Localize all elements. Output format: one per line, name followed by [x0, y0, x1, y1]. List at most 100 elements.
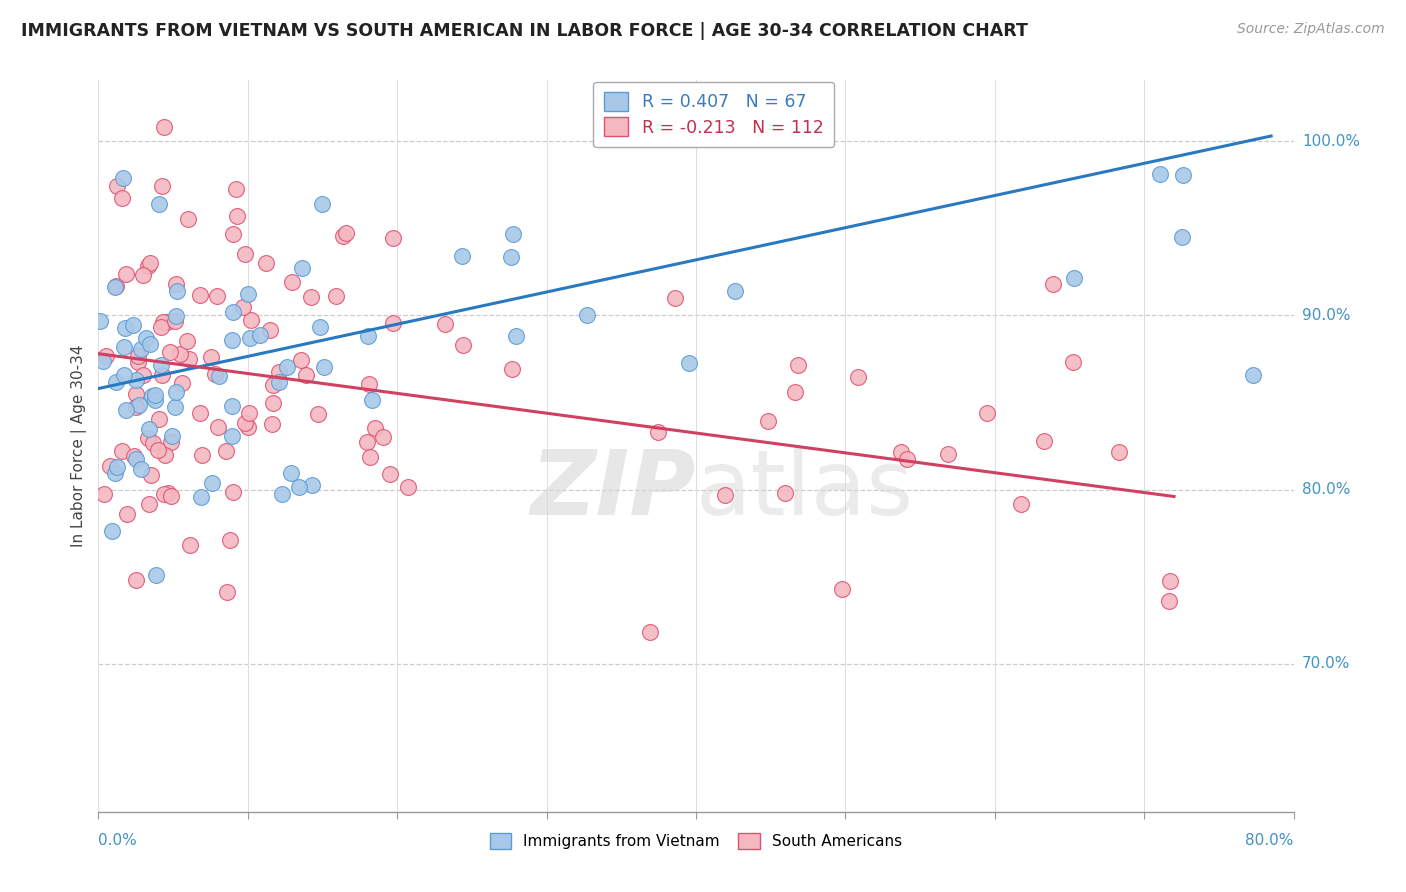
Point: [165, 385, 187, 400]
Point: [254, 256, 277, 270]
Point: [121, 318, 143, 333]
Point: [136, 259, 159, 273]
Point: [139, 467, 162, 482]
Point: [238, 286, 260, 301]
Point: [143, 392, 166, 407]
Point: [382, 316, 405, 330]
Point: [190, 448, 212, 462]
Point: [125, 452, 148, 467]
Point: [249, 327, 271, 342]
Point: [281, 275, 304, 289]
Point: [129, 342, 152, 356]
Point: [360, 450, 382, 464]
Text: Source: ZipAtlas.com: Source: ZipAtlas.com: [1237, 22, 1385, 37]
Point: [160, 429, 183, 443]
Point: [783, 385, 806, 400]
Point: [165, 277, 187, 292]
Point: [301, 478, 323, 492]
Point: [145, 568, 167, 582]
Point: [105, 178, 128, 193]
Point: [152, 368, 174, 382]
Point: [262, 377, 284, 392]
Point: [756, 414, 779, 428]
Point: [128, 397, 150, 411]
Point: [221, 429, 243, 443]
Point: [890, 445, 912, 459]
Point: [678, 356, 700, 370]
Point: [111, 191, 134, 205]
Point: [177, 351, 200, 366]
Point: [786, 359, 808, 373]
Point: [172, 376, 194, 391]
Point: [226, 209, 249, 223]
Point: [141, 389, 163, 403]
Point: [309, 319, 332, 334]
Point: [152, 487, 174, 501]
Point: [176, 334, 198, 348]
Point: [502, 227, 524, 242]
Point: [276, 359, 298, 374]
Point: [159, 435, 181, 450]
Point: [93, 486, 115, 500]
Point: [371, 430, 394, 444]
Point: [89, 314, 111, 328]
Point: [314, 360, 336, 375]
Point: [112, 368, 135, 382]
Point: [165, 309, 187, 323]
Point: [382, 231, 405, 245]
Point: [112, 340, 135, 354]
Point: [239, 330, 262, 344]
Point: [152, 315, 174, 329]
Point: [129, 462, 152, 476]
Point: [136, 431, 159, 445]
Point: [156, 315, 179, 329]
Point: [360, 392, 382, 407]
Point: [307, 407, 329, 421]
Point: [166, 284, 188, 298]
Point: [1149, 167, 1171, 181]
Point: [713, 488, 735, 502]
Point: [115, 508, 138, 522]
Point: [100, 459, 122, 474]
Text: atlas: atlas: [696, 446, 914, 534]
Point: [114, 320, 136, 334]
Point: [142, 436, 165, 450]
Point: [221, 305, 243, 319]
Point: [831, 582, 853, 596]
Point: [204, 367, 226, 381]
Point: [94, 350, 117, 364]
Text: 100.0%: 100.0%: [1302, 134, 1360, 149]
Point: [271, 487, 294, 501]
Point: [311, 197, 333, 211]
Point: [104, 280, 127, 294]
Point: [139, 255, 162, 269]
Legend: Immigrants from Vietnam, South Americans: Immigrants from Vietnam, South Americans: [484, 826, 908, 855]
Point: [357, 328, 380, 343]
Point: [936, 447, 959, 461]
Point: [1173, 168, 1195, 182]
Point: [190, 406, 212, 420]
Point: [295, 368, 318, 382]
Point: [127, 350, 149, 364]
Point: [201, 475, 224, 490]
Point: [105, 459, 128, 474]
Point: [724, 284, 747, 298]
Point: [359, 376, 381, 391]
Point: [222, 484, 245, 499]
Point: [105, 375, 128, 389]
Point: [91, 354, 114, 368]
Point: [150, 319, 173, 334]
Point: [100, 524, 122, 538]
Point: [221, 399, 243, 413]
Point: [453, 338, 475, 352]
Point: [647, 425, 669, 440]
Point: [200, 350, 222, 364]
Point: [148, 197, 170, 211]
Point: [664, 291, 686, 305]
Point: [291, 260, 314, 275]
Point: [335, 226, 357, 240]
Point: [501, 362, 523, 376]
Point: [111, 444, 134, 458]
Point: [433, 317, 456, 331]
Point: [217, 585, 239, 599]
